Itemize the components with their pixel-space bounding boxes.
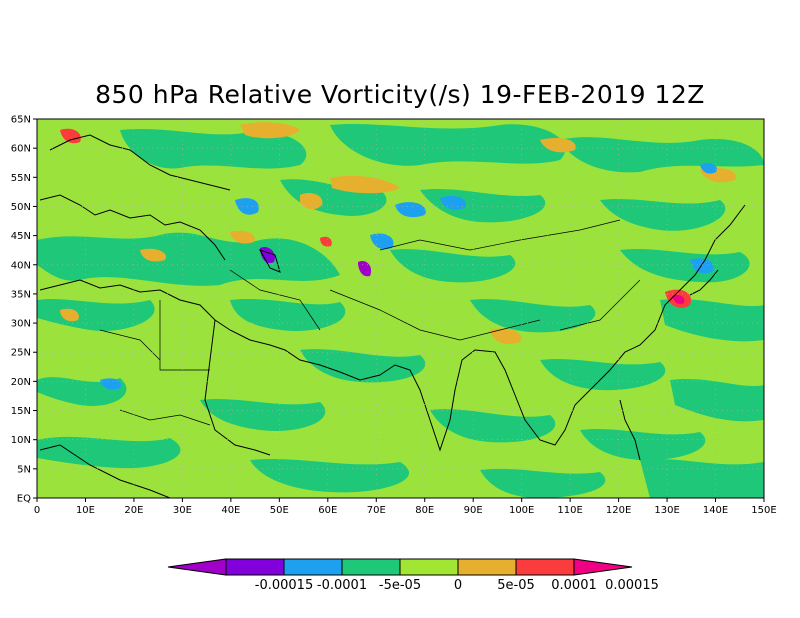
vorticity-zones-green xyxy=(37,123,764,498)
colorbar-label: -0.0001 xyxy=(317,578,367,593)
map-frame xyxy=(36,118,765,499)
colorbar-label: 0 xyxy=(454,578,462,593)
lon-tick-label: 50E xyxy=(270,505,289,516)
colorbar-box xyxy=(515,558,575,576)
lat-tick-label: 50N xyxy=(11,202,31,213)
colorbar-label: 0.00015 xyxy=(605,578,659,593)
lon-tick-label: 30E xyxy=(173,505,192,516)
lat-tick-label: 40N xyxy=(11,260,31,271)
vorticity-zones-blue xyxy=(100,162,717,390)
colorbar-box xyxy=(225,558,285,576)
latitude-axis: EQ 5N 10N 15N 20N 25N 30N 35N 40N 45N 50N 55N 60N 65N xyxy=(11,115,37,505)
lat-tick-label: 65N xyxy=(11,115,31,126)
lon-tick-label: 90E xyxy=(464,505,483,516)
lon-tick-label: 140E xyxy=(703,505,728,516)
lat-tick-label: 25N xyxy=(11,348,31,359)
lat-tick-label: 15N xyxy=(11,406,31,417)
map-grid xyxy=(37,119,764,498)
lat-tick-label: 60N xyxy=(11,144,31,155)
colorbar-label: 5e-05 xyxy=(497,578,535,593)
colorbar-box xyxy=(399,558,459,576)
colorbar: -0.00015 -0.0001 -5e-05 0 5e-05 0.0001 0.00015 xyxy=(167,558,659,593)
lon-tick-label: 0 xyxy=(34,505,40,516)
country-borders xyxy=(99,219,641,426)
colorbar-arrow-high xyxy=(573,558,633,576)
lon-tick-label: 80E xyxy=(415,505,434,516)
coastlines xyxy=(39,134,746,498)
lon-tick-label: 70E xyxy=(367,505,386,516)
lon-tick-label: 20E xyxy=(124,505,143,516)
colorbar-label: -5e-05 xyxy=(379,578,421,593)
map-area xyxy=(36,118,765,499)
colorbar-label: -0.00015 xyxy=(255,578,313,593)
colorbar-label: 0.0001 xyxy=(551,578,597,593)
lon-tick-label: 60E xyxy=(318,505,337,516)
lon-tick-label: 120E xyxy=(606,505,631,516)
longitude-axis: 0 10E 20E 30E 40E 50E 60E 70E 80E 90E 100E 110E 120E… xyxy=(34,498,777,516)
colorbar-arrow-low xyxy=(167,558,227,576)
lat-tick-label: 55N xyxy=(11,173,31,184)
colorbar-box xyxy=(457,558,517,576)
colorbar-box xyxy=(283,558,343,576)
page-title: 850 hPa Relative Vorticity(/s) 19-FEB-20… xyxy=(95,80,705,109)
lat-tick-label: 10N xyxy=(11,435,31,446)
lat-tick-label: EQ xyxy=(17,494,31,505)
lon-tick-label: 130E xyxy=(654,505,679,516)
lon-tick-label: 40E xyxy=(221,505,240,516)
vorticity-field xyxy=(37,122,764,498)
lon-tick-label: 10E xyxy=(76,505,95,516)
lon-tick-label: 110E xyxy=(557,505,582,516)
lon-tick-label: 100E xyxy=(509,505,534,516)
lon-tick-label: 150E xyxy=(751,505,776,516)
lat-tick-label: 45N xyxy=(11,231,31,242)
lat-tick-label: 20N xyxy=(11,377,31,388)
lat-tick-label: 30N xyxy=(11,319,31,330)
lat-tick-label: 35N xyxy=(11,289,31,300)
colorbar-box xyxy=(341,558,401,576)
lat-tick-label: 5N xyxy=(17,464,31,475)
